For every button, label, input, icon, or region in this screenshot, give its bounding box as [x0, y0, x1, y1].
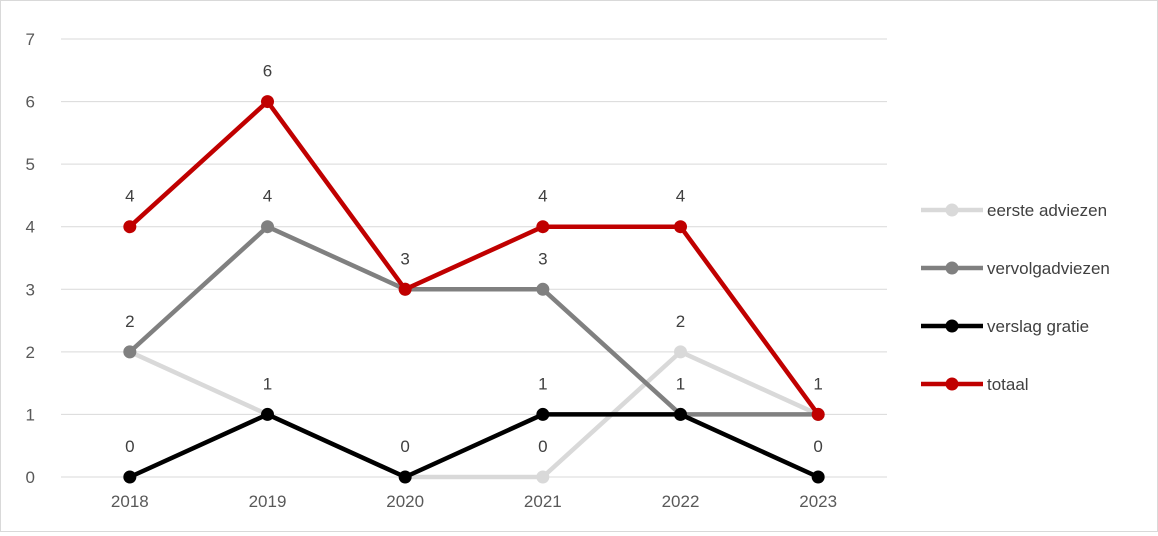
x-tick-label: 2023 — [799, 492, 837, 511]
data-point — [261, 220, 274, 234]
data-label: 0 — [813, 437, 822, 456]
data-label: 4 — [676, 187, 685, 206]
data-point — [536, 407, 550, 421]
data-point — [398, 470, 412, 484]
y-tick-label: 3 — [26, 280, 35, 299]
data-label: 3 — [538, 249, 547, 268]
data-label: 0 — [538, 437, 547, 456]
legend-marker — [945, 203, 959, 217]
y-tick-label: 2 — [26, 343, 35, 362]
data-point — [674, 407, 687, 421]
data-point — [811, 470, 825, 484]
data-label: 0 — [400, 437, 409, 456]
x-tick-label: 2022 — [662, 492, 700, 511]
data-label: 1 — [813, 374, 822, 393]
series-group — [123, 95, 825, 484]
x-tick-label: 2018 — [111, 492, 149, 511]
legend-marker — [945, 261, 959, 275]
x-axis-tick-labels: 2018 2019 2020 2021 2022 2023 — [111, 492, 837, 511]
legend-marker — [945, 377, 959, 391]
data-point — [123, 220, 137, 234]
y-tick-label: 0 — [26, 468, 35, 487]
series-line — [128, 412, 820, 480]
legend-label: totaal — [987, 375, 1029, 394]
data-point — [536, 470, 550, 484]
y-axis-tick-labels: 0 1 2 3 4 5 6 7 — [26, 30, 35, 487]
data-point — [674, 220, 687, 234]
data-label: 2 — [125, 312, 134, 331]
data-point — [261, 95, 274, 109]
data-label: 1 — [263, 374, 272, 393]
data-label: 4 — [538, 187, 547, 206]
data-label: 0 — [125, 437, 134, 456]
data-label: 4 — [125, 187, 134, 206]
series-totaal — [123, 95, 825, 421]
y-tick-label: 1 — [26, 405, 35, 424]
legend-entry: verslag gratie — [921, 317, 1089, 336]
data-label: 4 — [263, 187, 272, 206]
series-line — [128, 224, 819, 417]
y-tick-label: 7 — [26, 30, 35, 49]
series-line — [128, 99, 820, 416]
series-line — [128, 349, 820, 480]
x-tick-label: 2020 — [386, 492, 424, 511]
series-vervolgadviezen — [123, 220, 825, 421]
data-point — [398, 282, 412, 296]
data-point — [674, 345, 687, 359]
data-point — [811, 407, 825, 421]
y-tick-label: 5 — [26, 155, 35, 174]
data-point — [536, 220, 550, 234]
legend-entry: eerste adviezen — [921, 201, 1107, 220]
data-point — [123, 470, 137, 484]
x-tick-label: 2019 — [249, 492, 287, 511]
legend-label: eerste adviezen — [987, 201, 1107, 220]
legend: eerste adviezen vervolgadviezen verslag gr… — [921, 201, 1110, 394]
legend-marker — [945, 319, 959, 333]
data-label: 2 — [676, 312, 685, 331]
series-verslag-gratie — [123, 407, 825, 484]
data-label: 1 — [538, 374, 547, 393]
data-label: 6 — [263, 62, 272, 81]
legend-entry: totaal — [921, 375, 1029, 394]
data-label: 1 — [676, 374, 685, 393]
y-tick-label: 4 — [26, 218, 35, 237]
legend-label: verslag gratie — [987, 317, 1089, 336]
y-tick-label: 6 — [26, 93, 35, 112]
data-point — [261, 407, 274, 421]
data-labels: 0 2 1 2 4 3 3 0 1 0 1 1 0 4 6 4 4 — [125, 62, 823, 456]
legend-label: vervolgadviezen — [987, 259, 1110, 278]
data-label: 3 — [400, 249, 409, 268]
data-point — [536, 282, 550, 296]
legend-entry: vervolgadviezen — [921, 259, 1110, 278]
x-tick-label: 2021 — [524, 492, 562, 511]
data-point — [123, 345, 137, 359]
